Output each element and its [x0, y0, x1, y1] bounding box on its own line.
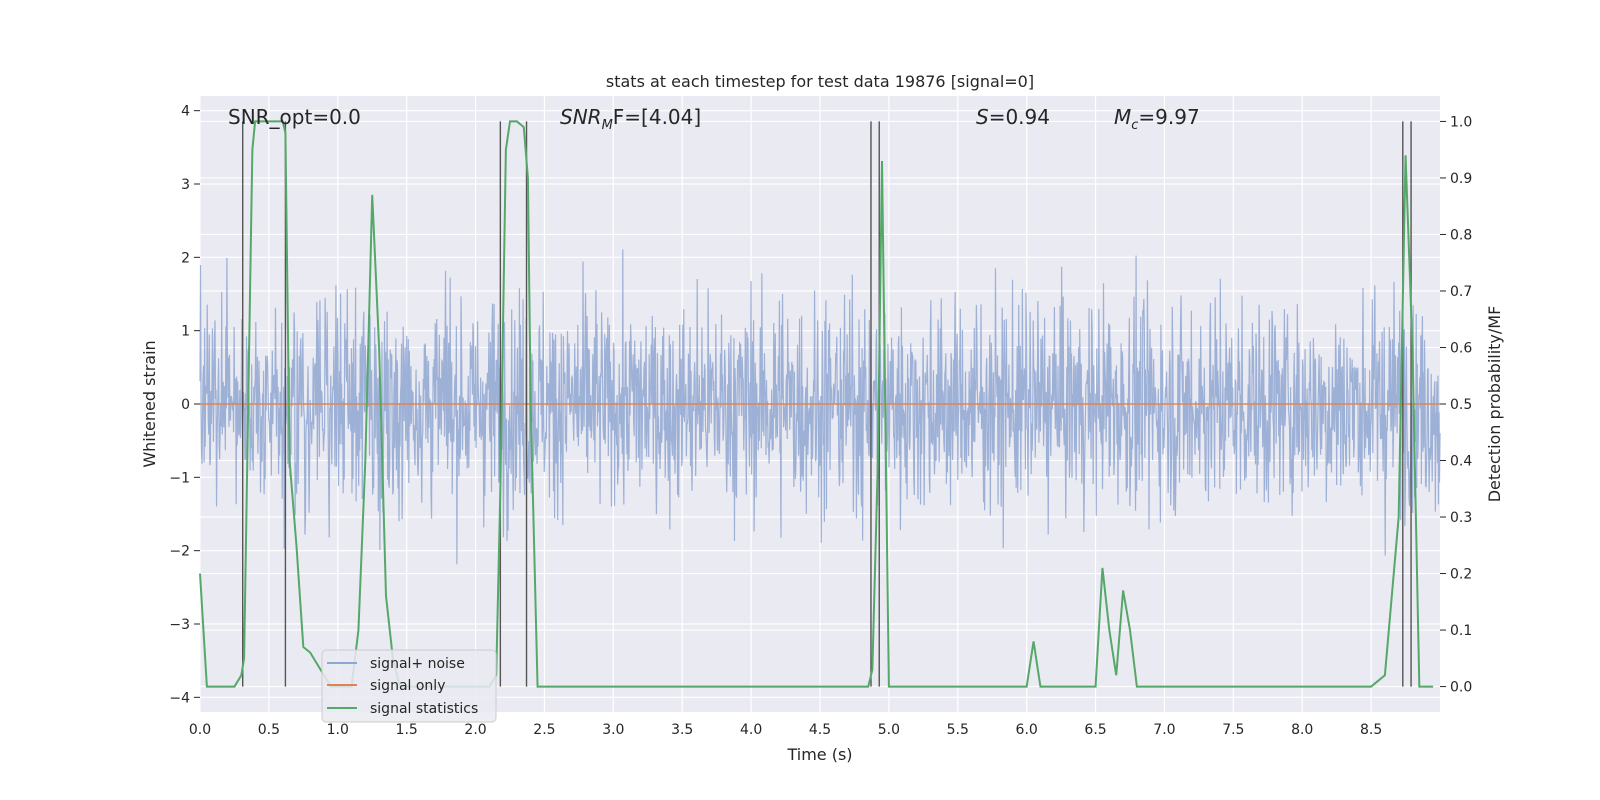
- legend: signal+ noise signal only signal statist…: [321, 649, 497, 723]
- y-tick-label: 2: [181, 250, 190, 266]
- x-tick-label: 6.0: [1016, 722, 1038, 738]
- legend-label-statistics: signal statistics: [370, 701, 478, 717]
- x-tick-label: 0.0: [189, 722, 211, 738]
- annotation-snr-mf-rest: F=[4.04]: [613, 105, 701, 129]
- annotation-s-rest: =0.94: [989, 105, 1050, 129]
- y2-tick-label: 0.4: [1450, 454, 1472, 470]
- annotation-mc: Mc=9.97: [1114, 105, 1200, 133]
- annotation-snr-mf-sub: M: [602, 118, 613, 133]
- y2-tick-label: 0.7: [1450, 284, 1472, 300]
- x-tick-label: 5.5: [947, 722, 969, 738]
- y-tick-label: −1: [169, 470, 190, 486]
- vertical-markers: [242, 121, 1412, 687]
- annotation-snr-mf-main: SNR: [560, 105, 602, 129]
- x-tick-label: 3.5: [671, 722, 693, 738]
- x-tick-label: 3.0: [602, 722, 624, 738]
- x-tick-label: 4.0: [740, 722, 762, 738]
- x-tick-label: 2.0: [464, 722, 486, 738]
- legend-label-signal-only: signal only: [370, 678, 445, 694]
- x-tick-label: 0.5: [258, 722, 280, 738]
- x-tick-label: 8.5: [1360, 722, 1382, 738]
- y2-tick-label: 0.0: [1450, 680, 1472, 696]
- y2-tick-label: 1.0: [1450, 114, 1472, 130]
- series-signal-statistics: [199, 120, 1434, 688]
- annotation-mc-sub: c: [1131, 118, 1138, 133]
- series-signal-noise: [199, 249, 1441, 565]
- y-tick-label: −4: [169, 690, 190, 706]
- chart-title: stats at each timestep for test data 198…: [606, 72, 1034, 91]
- y2-tick-label: 0.8: [1450, 227, 1472, 243]
- y-tick-label: 1: [181, 324, 190, 340]
- y2-tick-label: 0.2: [1450, 567, 1472, 583]
- x-tick-label: 4.5: [809, 722, 831, 738]
- annotation-mc-rest: =9.97: [1138, 105, 1199, 129]
- legend-box: [321, 649, 497, 723]
- x-tick-label: 8.0: [1291, 722, 1313, 738]
- tick-labels: 0.0 0.5 1.0 1.5 2.0 2.5 3.0 3.5 4.0 4.5 5.0 5.5 6.0 6…: [169, 104, 1472, 738]
- y2-tick-label: 0.6: [1450, 340, 1472, 356]
- y2-tick-label: 0.9: [1450, 171, 1472, 187]
- x-tick-label: 7.5: [1222, 722, 1244, 738]
- y-tick-label: 4: [181, 104, 190, 120]
- y2-tick-label: 0.1: [1450, 623, 1472, 639]
- annotation-snr-mf: SNRMF=[4.04]: [560, 105, 701, 133]
- legend-label-noise: signal+ noise: [370, 656, 465, 672]
- annotation-s: S=0.94: [976, 105, 1050, 129]
- y2-axis-label: Detection probability/MF: [1485, 306, 1504, 503]
- y2-tick-label: 0.5: [1450, 397, 1472, 413]
- x-tick-label: 5.0: [878, 722, 900, 738]
- x-tick-label: 1.0: [327, 722, 349, 738]
- annotation-mc-main: M: [1114, 105, 1131, 129]
- y2-tick-label: 0.3: [1450, 510, 1472, 526]
- noise-line: [199, 249, 1441, 565]
- x-axis-label: Time (s): [786, 745, 852, 764]
- annotation-s-main: S: [976, 105, 989, 129]
- x-tick-label: 1.5: [396, 722, 418, 738]
- x-tick-label: 7.0: [1153, 722, 1175, 738]
- y-tick-label: −2: [169, 544, 190, 560]
- y-tick-label: 0: [181, 397, 190, 413]
- annotation-snr-opt: SNR_opt=0.0: [228, 105, 361, 129]
- y-axis-label: Whitened strain: [140, 340, 159, 467]
- statistics-line: [199, 120, 1434, 688]
- y-tick-label: 3: [181, 177, 190, 193]
- x-tick-label: 6.5: [1084, 722, 1106, 738]
- x-tick-label: 2.5: [533, 722, 555, 738]
- y-tick-label: −3: [169, 617, 190, 633]
